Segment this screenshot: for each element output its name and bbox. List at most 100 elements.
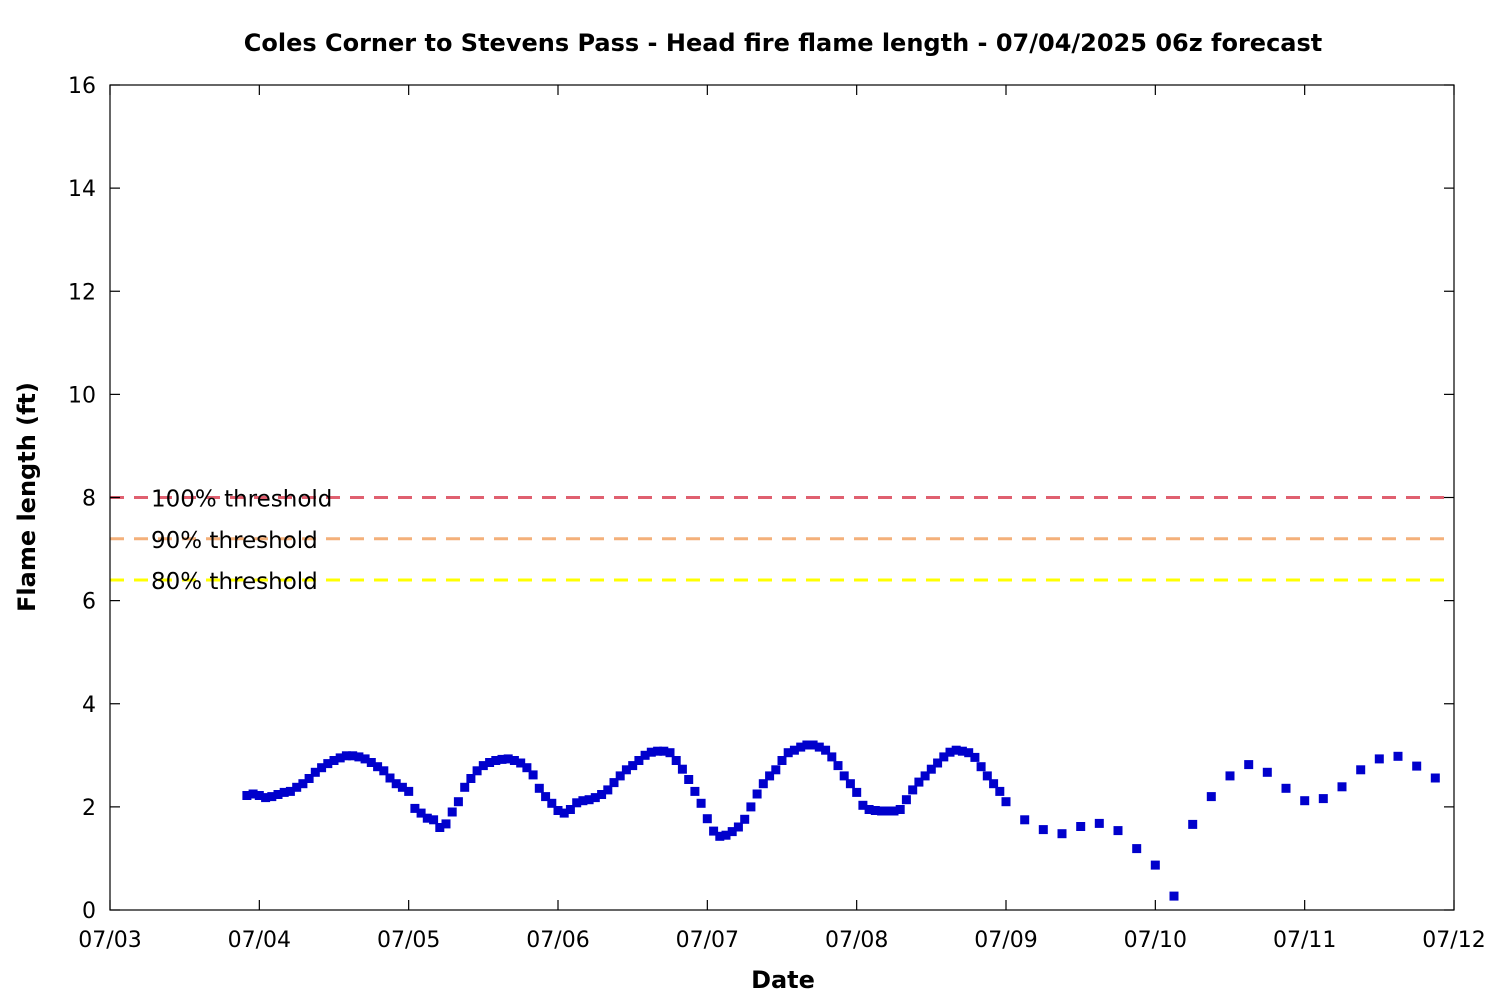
- data-point: [360, 754, 370, 764]
- data-point: [416, 808, 426, 818]
- data-point: [821, 745, 831, 755]
- data-point: [391, 779, 401, 789]
- data-point: [926, 764, 936, 774]
- data-point: [584, 795, 594, 805]
- data-point: [939, 752, 949, 762]
- data-point: [740, 814, 750, 824]
- data-point: [478, 761, 488, 771]
- data-point: [628, 761, 638, 771]
- threshold-labels: 100% threshold 90% threshold 80% threshold: [151, 487, 332, 596]
- data-point: [864, 805, 874, 814]
- threshold-label: 80% threshold: [151, 569, 318, 595]
- data-point: [702, 814, 712, 824]
- y-axis-ticks: 0 2 4 6 8 10 12 14 16: [68, 74, 1454, 924]
- x-tick-label: 07/05: [377, 928, 440, 953]
- data-point: [976, 762, 986, 772]
- data-point: [1356, 765, 1366, 775]
- y-tick-label: 16: [68, 74, 96, 99]
- data-point: [385, 773, 395, 783]
- x-tick-label: 07/06: [526, 928, 589, 953]
- data-point: [827, 752, 837, 762]
- data-point: [852, 787, 862, 797]
- threshold-lines: [110, 496, 1454, 582]
- data-point: [733, 822, 743, 832]
- data-point: [920, 771, 930, 781]
- data-point: [248, 789, 258, 799]
- data-point: [559, 808, 569, 818]
- data-point: [547, 798, 557, 808]
- data-point: [1150, 860, 1160, 870]
- data-points: [242, 740, 1440, 901]
- data-point: [273, 790, 283, 799]
- data-point: [603, 785, 613, 795]
- data-point: [1225, 771, 1235, 781]
- data-point: [908, 785, 918, 795]
- data-point: [951, 745, 961, 755]
- data-point: [466, 774, 476, 783]
- data-point: [845, 779, 855, 789]
- data-point: [783, 748, 793, 758]
- data-point: [995, 786, 1005, 796]
- data-point: [310, 767, 320, 777]
- data-point: [858, 800, 868, 810]
- data-point: [1020, 815, 1030, 825]
- data-point: [509, 756, 519, 765]
- x-tick-label: 07/03: [78, 928, 141, 953]
- y-tick-label: 6: [82, 590, 96, 615]
- data-point: [1206, 792, 1216, 802]
- data-point: [323, 759, 333, 769]
- y-tick-label: 2: [82, 796, 96, 821]
- data-point: [429, 815, 439, 825]
- data-point: [1300, 796, 1310, 806]
- data-point: [758, 779, 768, 789]
- data-point: [435, 823, 445, 832]
- data-point: [572, 798, 582, 808]
- data-point: [746, 802, 756, 812]
- data-point: [1076, 822, 1086, 831]
- data-point: [1244, 760, 1254, 770]
- data-point: [727, 827, 737, 837]
- data-point: [833, 761, 843, 771]
- x-tick-label: 07/10: [1124, 928, 1187, 953]
- y-tick-label: 10: [68, 383, 96, 408]
- data-point: [808, 740, 818, 750]
- data-point: [329, 756, 339, 765]
- data-point: [373, 762, 383, 772]
- data-point: [397, 782, 407, 792]
- data-point: [553, 806, 563, 815]
- data-point: [765, 771, 775, 781]
- data-point: [1430, 773, 1440, 783]
- data-point: [802, 740, 812, 750]
- y-axis-label: Flame length (ft): [13, 382, 41, 612]
- data-point: [715, 831, 725, 841]
- data-point: [1374, 754, 1384, 764]
- data-point: [621, 765, 631, 775]
- data-point: [895, 805, 905, 814]
- x-tick-label: 07/04: [228, 928, 291, 953]
- data-point: [901, 795, 911, 805]
- data-point: [665, 748, 675, 758]
- data-point: [497, 754, 507, 764]
- data-point: [261, 793, 271, 803]
- y-tick-label: 4: [82, 693, 96, 718]
- data-point: [1113, 826, 1123, 836]
- data-point: [242, 791, 252, 800]
- data-point: [285, 786, 295, 796]
- data-point: [646, 747, 656, 757]
- data-point: [777, 756, 787, 765]
- data-point: [1281, 783, 1291, 793]
- data-point: [485, 758, 495, 767]
- data-point: [528, 770, 538, 780]
- data-point: [970, 752, 980, 762]
- data-point: [379, 766, 389, 776]
- data-point: [279, 787, 289, 797]
- data-point: [304, 774, 314, 783]
- data-point: [877, 806, 887, 816]
- data-point: [366, 758, 376, 767]
- data-point: [1001, 797, 1011, 807]
- data-point: [453, 797, 463, 807]
- data-point: [989, 779, 999, 789]
- x-axis-label: Date: [751, 966, 815, 994]
- data-point: [292, 782, 302, 792]
